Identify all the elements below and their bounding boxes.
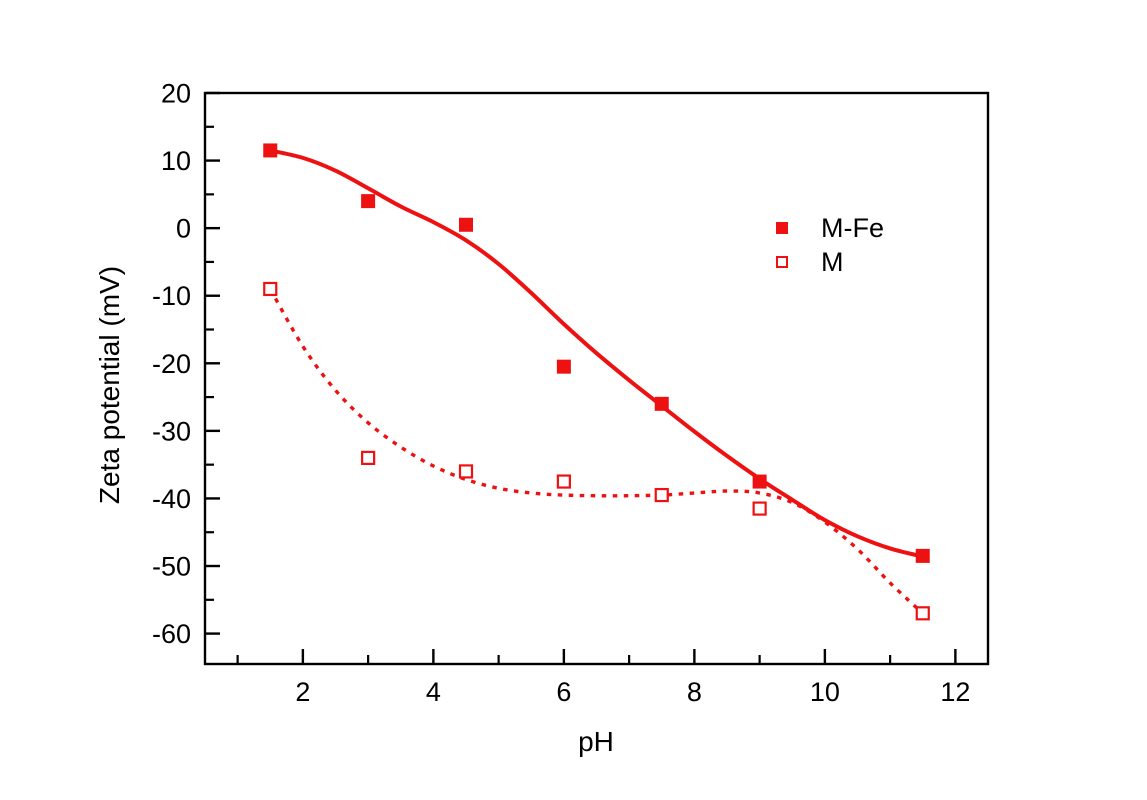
filled-square-marker-icon bbox=[776, 222, 788, 234]
legend-label-m: M bbox=[821, 247, 844, 277]
x-tick-label: 8 bbox=[687, 677, 702, 707]
y-tick-label: -30 bbox=[152, 416, 191, 446]
y-tick-label: 10 bbox=[161, 146, 191, 176]
y-axis-title: Zeta potential (mV) bbox=[94, 265, 125, 505]
data-point-m bbox=[361, 450, 376, 465]
data-point-m-fe bbox=[752, 474, 767, 489]
y-tick-label: -10 bbox=[152, 281, 191, 311]
y-tick-label: 0 bbox=[176, 214, 191, 244]
legend-item-m: M bbox=[776, 245, 884, 279]
legend: M-Fe M bbox=[776, 211, 884, 279]
y-tick-label: -60 bbox=[152, 619, 191, 649]
x-tick-label: 12 bbox=[940, 677, 970, 707]
fit-line-m-fe bbox=[269, 148, 924, 559]
x-tick-label: 4 bbox=[426, 677, 441, 707]
data-point-m-fe bbox=[556, 359, 571, 374]
data-point-m bbox=[915, 606, 930, 621]
x-tick-label: 2 bbox=[295, 677, 310, 707]
y-tick-label: -40 bbox=[152, 484, 191, 514]
data-point-m bbox=[263, 281, 278, 297]
y-tick-label: -20 bbox=[152, 349, 191, 379]
data-point-m bbox=[752, 501, 767, 516]
data-point-m bbox=[458, 464, 474, 479]
x-axis-title: pH bbox=[578, 726, 614, 757]
data-point-m-fe bbox=[361, 194, 376, 209]
data-point-m bbox=[654, 487, 669, 503]
open-square-marker-icon bbox=[776, 256, 788, 268]
data-point-m-fe bbox=[654, 396, 669, 411]
legend-item-m-fe: M-Fe bbox=[776, 211, 884, 245]
x-tick-label: 10 bbox=[810, 677, 840, 707]
plot-frame bbox=[203, 91, 990, 666]
data-point-m-fe bbox=[263, 143, 278, 158]
data-point-m-fe bbox=[459, 217, 473, 232]
y-tick-label: -50 bbox=[152, 552, 191, 582]
x-tick-label: 6 bbox=[556, 677, 571, 707]
y-tick-label: 20 bbox=[161, 79, 191, 109]
data-point-m bbox=[556, 474, 571, 489]
legend-label-m-fe: M-Fe bbox=[821, 213, 884, 243]
data-point-m-fe bbox=[915, 548, 930, 563]
